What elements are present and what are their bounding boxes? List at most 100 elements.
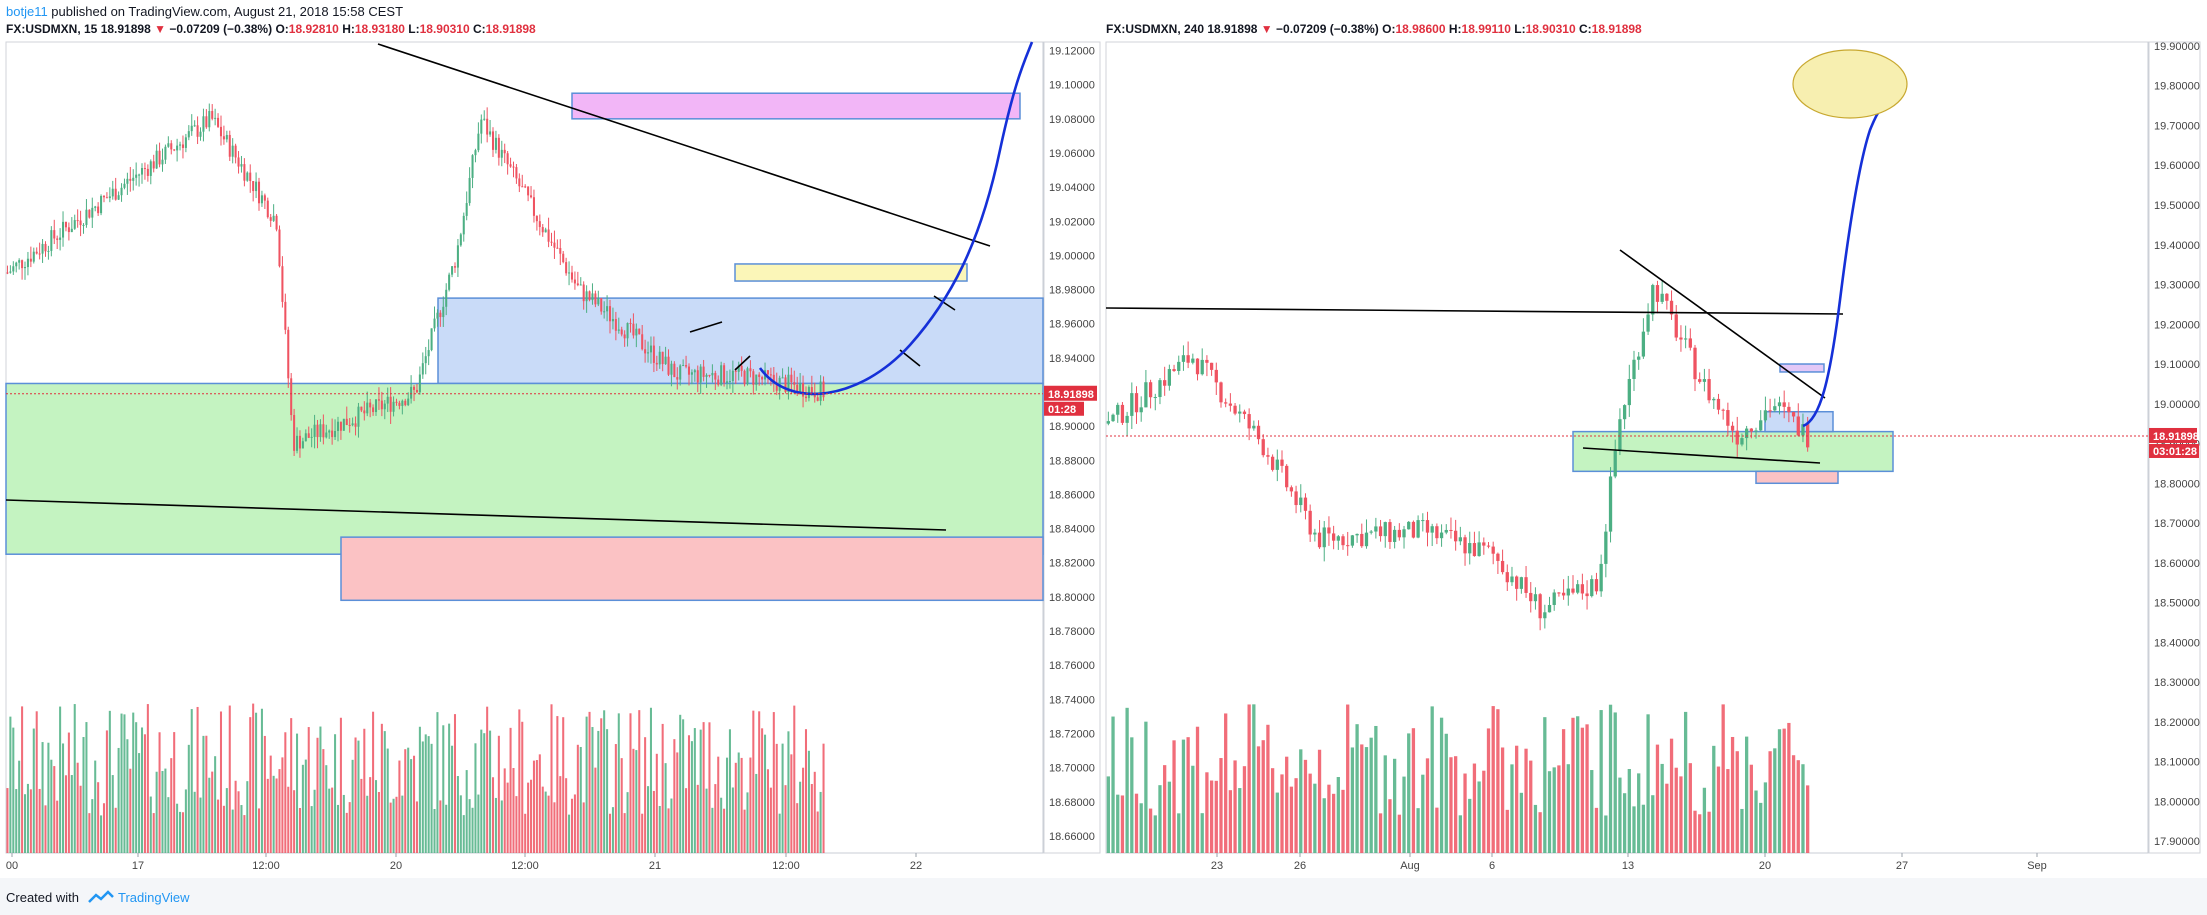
left-candle bbox=[530, 195, 533, 198]
right-volume-bar bbox=[1299, 749, 1303, 853]
right-volume-bar bbox=[1317, 749, 1322, 853]
right-candle bbox=[1646, 314, 1650, 332]
left-y-tick-label: 18.66000 bbox=[1049, 831, 1095, 843]
left-candle bbox=[252, 181, 255, 192]
right-volume-bar bbox=[1106, 776, 1110, 853]
right-last-price-badge bbox=[2149, 427, 2197, 443]
right-purple-small-zone bbox=[1779, 363, 1825, 373]
left-volume-bar bbox=[743, 809, 746, 853]
left-volume-bar bbox=[146, 704, 149, 853]
right-candle bbox=[1299, 497, 1303, 506]
right-volume-bar bbox=[1270, 768, 1275, 853]
left-volume-bar bbox=[82, 737, 85, 853]
right-x-tick-label: Aug bbox=[1400, 860, 1420, 872]
right-volume-bar bbox=[1331, 793, 1336, 853]
left-red-zone bbox=[340, 536, 1044, 602]
tradingview-logo-icon[interactable] bbox=[88, 889, 114, 905]
left-candle bbox=[734, 370, 737, 372]
left-volume-bar bbox=[576, 744, 579, 853]
left-volume-bar bbox=[608, 813, 612, 853]
left-volume-bar bbox=[778, 813, 781, 853]
charts-canvas[interactable]: 19.12000 19.10000 19.08000 19.06000 19.04000… bbox=[0, 0, 2207, 878]
right-volume-bar bbox=[1496, 709, 1500, 853]
left-volume-bar bbox=[535, 760, 538, 853]
left-candle bbox=[284, 301, 287, 330]
left-volume-bar bbox=[802, 767, 805, 853]
left-x-tick-label: 20 bbox=[390, 860, 402, 872]
right-volume-bar bbox=[1233, 760, 1237, 853]
left-volume-bar bbox=[731, 787, 734, 853]
footer-brand-link[interactable]: TradingView bbox=[118, 890, 190, 905]
left-candle bbox=[591, 293, 594, 301]
left-candle bbox=[181, 144, 184, 148]
right-candle bbox=[1477, 542, 1481, 557]
left-y-tick-label: 19.02000 bbox=[1049, 216, 1095, 228]
left-candle bbox=[211, 111, 214, 119]
left-candle bbox=[436, 312, 439, 319]
right-candle bbox=[1552, 592, 1556, 605]
left-volume-bar bbox=[781, 743, 784, 853]
left-volume-bar bbox=[690, 741, 693, 853]
right-volume-bar bbox=[1125, 707, 1129, 853]
right-candle bbox=[1735, 430, 1739, 445]
right-candle bbox=[1749, 428, 1753, 432]
left-volume-bar bbox=[687, 735, 691, 853]
left-volume-bar bbox=[9, 716, 12, 853]
right-volume-bar bbox=[1228, 790, 1233, 853]
right-candle bbox=[1130, 393, 1134, 416]
right-candle bbox=[1378, 526, 1383, 537]
right-candle bbox=[1693, 347, 1697, 380]
left-candle bbox=[228, 134, 231, 157]
left-trend-line bbox=[5, 499, 947, 531]
left-candle bbox=[594, 293, 597, 305]
right-candle bbox=[1590, 579, 1594, 597]
left-candle bbox=[749, 368, 752, 372]
right-candle bbox=[1158, 380, 1162, 398]
right-y-tick-label: 18.10000 bbox=[2154, 757, 2200, 769]
right-volume-bar bbox=[1641, 804, 1646, 853]
right-candle bbox=[1195, 358, 1200, 375]
left-volume-bar bbox=[702, 722, 705, 853]
right-candle bbox=[1622, 405, 1627, 420]
right-candle bbox=[1571, 588, 1575, 593]
right-candle bbox=[1374, 526, 1378, 532]
left-volume-bar bbox=[325, 765, 328, 853]
right-volume-bar bbox=[1538, 812, 1542, 853]
left-volume-bar bbox=[53, 766, 56, 853]
right-x-tick-label: 26 bbox=[1294, 860, 1306, 872]
left-candle bbox=[535, 215, 538, 222]
right-volume-bar bbox=[1421, 774, 1425, 853]
left-volume-bar bbox=[430, 743, 433, 853]
right-candle bbox=[1641, 331, 1646, 357]
right-candle bbox=[1543, 612, 1547, 619]
left-volume-bar bbox=[471, 807, 474, 853]
right-volume-bar bbox=[1791, 755, 1796, 853]
left-candle bbox=[579, 284, 582, 286]
left-volume-bar bbox=[88, 813, 91, 853]
left-volume-bar bbox=[167, 797, 170, 853]
right-last-price: 18.91898 bbox=[1207, 22, 1258, 36]
left-symbol[interactable]: FX:USDMXN, 15 bbox=[6, 22, 98, 36]
left-candle bbox=[38, 253, 41, 255]
left-candle bbox=[132, 177, 135, 181]
left-candle bbox=[632, 323, 635, 336]
left-volume-bar bbox=[790, 754, 793, 853]
left-candle bbox=[553, 242, 556, 248]
left-x-tick-label: 00 bbox=[6, 860, 18, 872]
right-symbol[interactable]: FX:USDMXN, 240 bbox=[1106, 22, 1205, 36]
left-volume-bar bbox=[573, 794, 576, 853]
left-candle bbox=[787, 374, 790, 392]
left-volume-bar bbox=[322, 749, 325, 853]
left-blue-zone bbox=[437, 297, 1044, 385]
right-last-price-text: 18.91898 bbox=[2153, 431, 2199, 443]
left-candle bbox=[56, 238, 59, 240]
author-link[interactable]: botje11 bbox=[6, 4, 48, 19]
right-candle bbox=[1163, 380, 1167, 386]
left-x-tick-label: 12:00 bbox=[511, 860, 539, 872]
left-candle bbox=[59, 237, 62, 240]
left-candle bbox=[769, 374, 772, 376]
left-candle bbox=[512, 166, 515, 168]
left-candle bbox=[761, 376, 764, 380]
left-volume-bar bbox=[588, 711, 591, 853]
right-candle bbox=[1355, 533, 1359, 536]
